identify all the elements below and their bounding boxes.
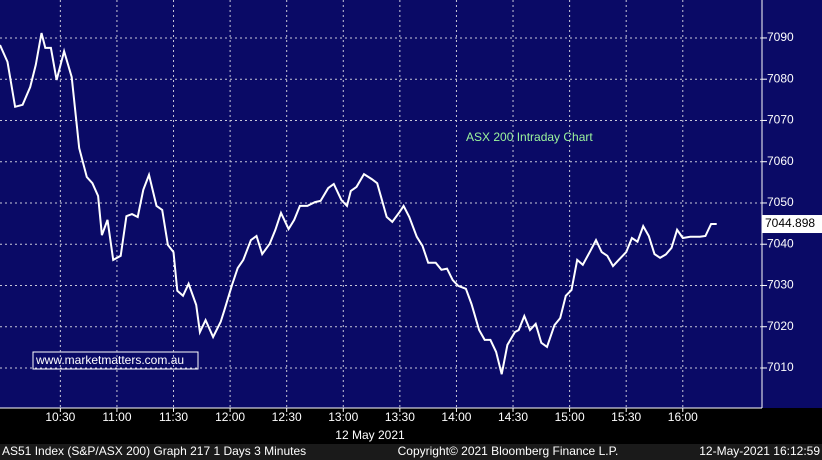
x-tick-label: 12:00 <box>215 410 245 424</box>
plot-background <box>0 0 822 408</box>
y-tick-label: 7050 <box>767 195 794 209</box>
y-tick-label: 7090 <box>767 30 794 44</box>
x-tick-label: 14:00 <box>441 410 471 424</box>
y-tick-label: 7060 <box>767 154 794 168</box>
date-label: 12 May 2021 <box>335 428 405 442</box>
x-tick-label: 14:30 <box>498 410 528 424</box>
price-line <box>0 32 717 375</box>
x-tick-label: 10:30 <box>45 410 75 424</box>
x-tick-label: 16:00 <box>668 410 698 424</box>
source: www.marketmatters.com.au <box>35 353 184 367</box>
y-tick-label: 7020 <box>767 319 794 333</box>
x-tick-label: 15:00 <box>555 410 585 424</box>
footer-left: AS51 Index (S&P/ASX 200) Graph 217 1 Day… <box>2 444 306 458</box>
y-tick-label: 7040 <box>767 236 794 250</box>
x-tick-label: 13:30 <box>385 410 415 424</box>
x-tick-label: 12:30 <box>272 410 302 424</box>
last-price-label: 7044.898 <box>765 216 815 230</box>
annotation: ASX 200 Intraday Chart <box>466 130 593 144</box>
y-tick-label: 7070 <box>767 113 794 127</box>
y-tick-label: 7030 <box>767 278 794 292</box>
source-box <box>32 351 199 370</box>
x-tick-label: 13:00 <box>328 410 358 424</box>
x-tick-label: 15:30 <box>611 410 641 424</box>
footer-bar <box>0 444 822 460</box>
y-tick-label: 7010 <box>767 360 794 374</box>
footer-center: Copyright© 2021 Bloomberg Finance L.P. <box>398 444 619 458</box>
footer-right: 12-May-2021 16:12:59 <box>699 444 820 458</box>
x-tick-label: 11:00 <box>102 410 131 424</box>
last-price-box <box>762 215 822 234</box>
x-tick-label: 11:30 <box>159 410 188 424</box>
y-tick-label: 7080 <box>767 71 794 85</box>
